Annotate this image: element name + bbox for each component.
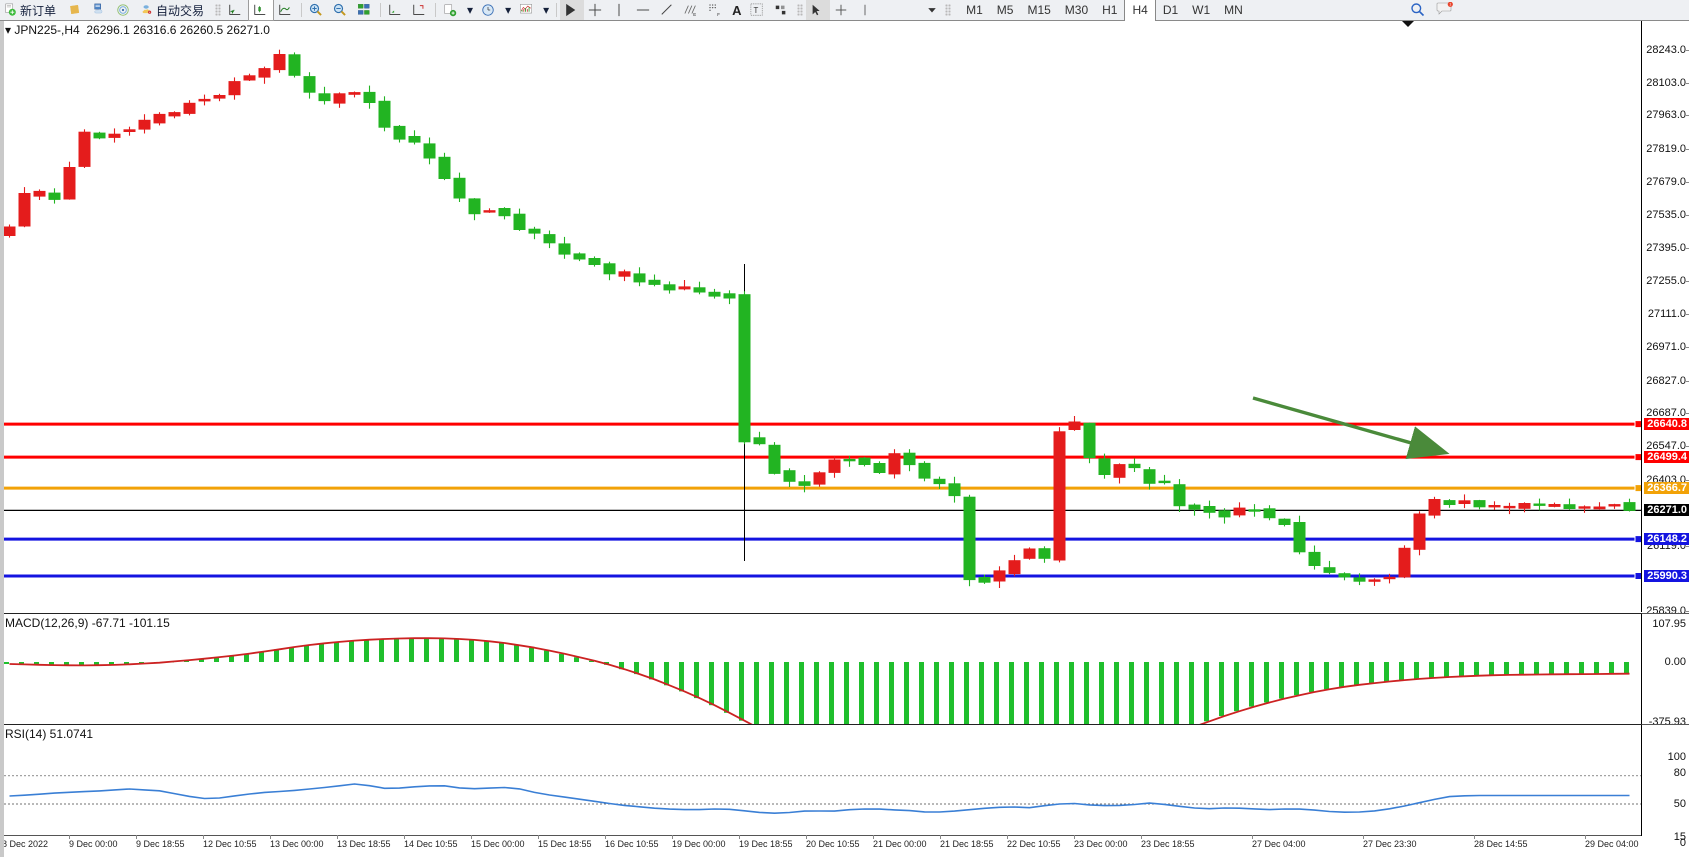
- svg-text:F: F: [717, 12, 720, 17]
- svg-text:1: 1: [1449, 2, 1451, 6]
- svg-text:T: T: [753, 6, 758, 15]
- svg-text:E: E: [693, 12, 696, 17]
